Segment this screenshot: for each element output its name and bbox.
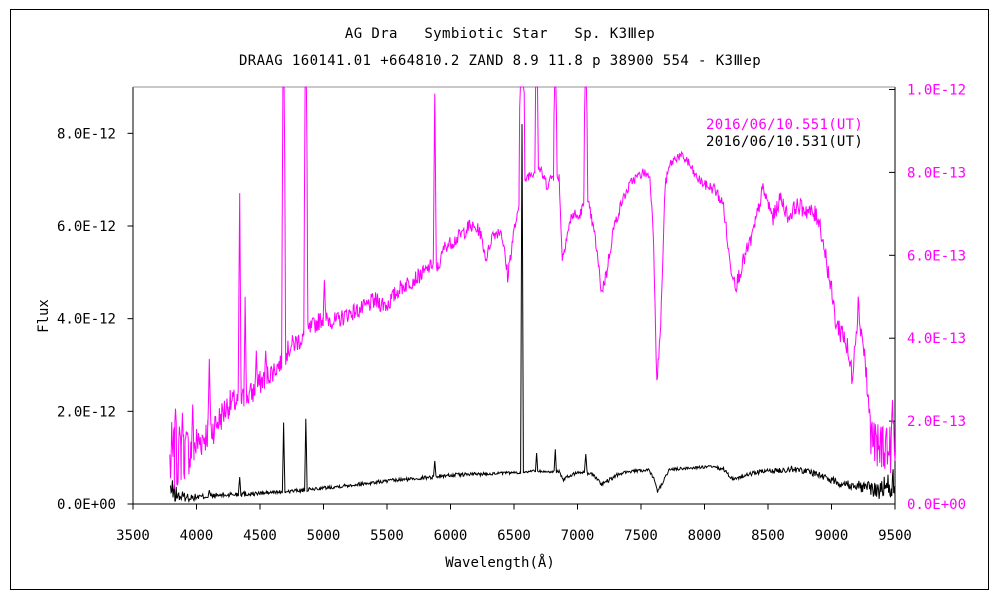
left-tick-label: 8.0E-12: [57, 126, 116, 142]
spectra-series: [169, 86, 896, 504]
x-tick-label: 8500: [751, 528, 785, 544]
right-tick-label: 0.0E+00: [907, 497, 966, 513]
axis-tick-labels: 3500 4000 4500 5000 5500 6000 6500 7000 7500 8000…: [57, 83, 966, 545]
x-tick-label: 9000: [815, 528, 849, 544]
x-tick-label: 3500: [116, 528, 150, 544]
x-tick-label: 4500: [243, 528, 277, 544]
left-tick-label: 6.0E-12: [57, 219, 116, 235]
right-tick-label: 8.0E-13: [907, 165, 966, 181]
figure-border: [10, 9, 989, 590]
x-tick-label: 6000: [434, 528, 468, 544]
legend-entry-magenta: 2016/06/10.551(UT): [706, 117, 864, 133]
x-tick-label: 6500: [497, 528, 531, 544]
x-tick-label: 8000: [688, 528, 722, 544]
right-tick-label: 6.0E-13: [907, 248, 966, 264]
x-tick-label: 9500: [878, 528, 912, 544]
x-tick-label: 7500: [624, 528, 658, 544]
series-path-black: [170, 124, 896, 504]
legend-entry-black: 2016/06/10.531(UT): [706, 134, 864, 150]
series-path-magenta: [169, 86, 896, 489]
x-tick-label: 4000: [180, 528, 214, 544]
x-tick-label: 7000: [561, 528, 595, 544]
right-tick-label: 4.0E-13: [907, 331, 966, 347]
x-tick-label: 5500: [370, 528, 404, 544]
y-axis-title: Flux: [36, 299, 52, 333]
left-tick-label: 4.0E-12: [57, 312, 116, 328]
chart-title: AG Dra Symbiotic Star Sp. K3Ⅲep: [344, 26, 656, 42]
left-tick-label: 2.0E-12: [57, 404, 116, 420]
axis-ticks: [127, 89, 896, 510]
x-axis-title: Wavelength(Å): [445, 554, 555, 571]
right-tick-label: 2.0E-13: [907, 414, 966, 430]
right-tick-label: 1.0E-12: [907, 83, 966, 99]
chart-subtitle: DRAAG 160141.01 +664810.2 ZAND 8.9 11.8 …: [238, 53, 762, 69]
x-tick-label: 5000: [307, 528, 341, 544]
left-tick-label: 0.0E+00: [57, 497, 116, 513]
